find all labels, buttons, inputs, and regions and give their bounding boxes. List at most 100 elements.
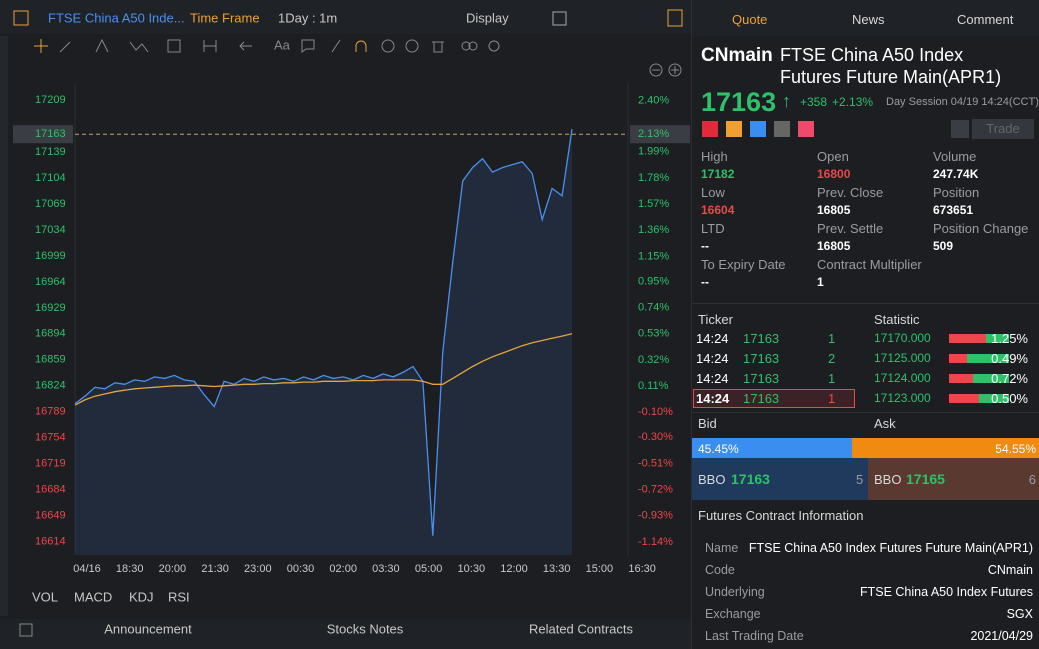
info-label: Underlying [705, 585, 765, 599]
stat-label: Open [817, 149, 849, 164]
divider [692, 412, 1039, 413]
ticker-price: 17163 [743, 391, 780, 406]
y2-tick-label: 0.53% [638, 328, 669, 340]
info-value: FTSE China A50 Index Futures [859, 585, 1033, 599]
stat-price: 17170.000 [874, 331, 931, 345]
price: 17163 [701, 87, 777, 117]
info-value: FTSE China A50 Index Futures Future Main… [748, 541, 1033, 555]
name: Futures Future Main(APR1) [780, 67, 1002, 87]
stat-bar-green [967, 354, 1009, 363]
y2-tick-label: 1.36% [638, 224, 669, 236]
y2-tick-label: 1.57% [638, 198, 669, 210]
stat-value: 16805 [817, 239, 851, 253]
tab-bar [692, 0, 1039, 36]
stat-pct: 0.50% [991, 391, 1028, 406]
stat-bar-red [949, 374, 973, 383]
ticker-price: 17163 [743, 351, 780, 366]
stat-value: 16805 [817, 203, 851, 217]
indicator-tab[interactable]: KDJ [129, 589, 154, 604]
y-tick-label: 17139 [35, 146, 66, 158]
quote-panel: Quote News Comment CNmain FTSE China A50… [691, 0, 1039, 649]
text-tool[interactable]: Aa [274, 37, 291, 52]
y-tick-label: 16789 [35, 406, 66, 418]
x-tick-label: 00:30 [287, 563, 315, 575]
ticker-volume: 1 [828, 331, 836, 346]
change: +358 [800, 95, 828, 109]
stat-label: Contract Multiplier [817, 257, 922, 272]
y-tick-label: 16684 [35, 484, 66, 496]
up-arrow: ↑ [782, 91, 791, 111]
y2-tick-label: 0.95% [638, 275, 669, 287]
x-tick-label: 21:30 [201, 563, 229, 575]
stat-value: 17182 [701, 167, 735, 181]
x-tick-label: 10:30 [458, 563, 486, 575]
y-tick-label: 16964 [35, 276, 66, 288]
toggle[interactable] [552, 11, 567, 26]
stat-value: 673651 [933, 203, 974, 217]
last-price-box [13, 125, 73, 144]
interval[interactable]: 1Day : 1m [278, 10, 337, 25]
collapse[interactable] [667, 9, 683, 27]
stat-bar-green [973, 374, 1009, 383]
stat-bar-red [949, 334, 987, 343]
display[interactable]: Display [466, 10, 509, 25]
trade-button[interactable]: Trade [972, 119, 1034, 139]
bid-bar [692, 438, 852, 458]
ticker-highlight [693, 389, 855, 408]
stat-label: High [701, 149, 728, 164]
y2-tick-label: 0.32% [638, 354, 669, 366]
bottom-tab[interactable]: Related Contracts [529, 621, 634, 636]
indicator-tab[interactable]: VOL [32, 589, 58, 604]
icon [726, 121, 742, 137]
divider [692, 303, 1039, 304]
stat-pct: 0.72% [991, 371, 1028, 386]
zoom-controls [649, 63, 682, 77]
stat-value: 247.74K [933, 167, 979, 181]
y-tick-label: 17069 [35, 198, 66, 210]
x-tick-label: 13:30 [543, 563, 571, 575]
bottom-bar [0, 619, 691, 649]
last-change-label: 2.13% [638, 128, 669, 140]
y2-tick-label: 0.11% [638, 380, 669, 392]
y2-tick-label: -0.93% [638, 510, 673, 522]
name: FTSE China A50 Index [780, 45, 964, 65]
bottom-icon[interactable] [19, 623, 33, 637]
indicator-tab[interactable]: MACD [74, 589, 112, 604]
bottom-tab[interactable]: Announcement [104, 621, 192, 636]
indicator-tab[interactable]: RSI [168, 589, 190, 604]
session: Day Session 04/19 14:24(CCT) [886, 96, 1039, 108]
x-tick-label: 18:30 [116, 563, 144, 575]
stat-label: To Expiry Date [701, 257, 786, 272]
tab[interactable]: News [852, 12, 885, 27]
tab[interactable]: Comment [957, 12, 1014, 27]
bbo: BBO [698, 472, 726, 487]
stat-label: Position Change [933, 221, 1029, 236]
tab[interactable]: Quote [732, 12, 768, 27]
symbol[interactable]: FTSE China A50 Inde... [48, 10, 185, 25]
x-tick-label: 15:00 [586, 563, 614, 575]
panel-icon[interactable] [13, 10, 29, 26]
y2-tick-label: -0.51% [638, 457, 673, 469]
y2-tick-label: -1.14% [638, 536, 673, 548]
y-tick-label: 16894 [35, 328, 66, 340]
y-tick-label: 17209 [35, 94, 66, 106]
y2-tick-label: -0.30% [638, 431, 673, 443]
stat-label: Volume [933, 149, 977, 164]
info-title: Futures Contract Information [698, 508, 864, 523]
y-tick-label: 16754 [35, 432, 66, 444]
price-area [75, 129, 572, 555]
stat-label: Prev. Settle [817, 221, 884, 236]
stat-label: Prev. Close [817, 185, 884, 200]
info-value: CNmain [987, 563, 1033, 577]
bell[interactable] [951, 120, 969, 138]
bottom-tab[interactable]: Stocks Notes [327, 621, 404, 636]
stat-price: 17123.000 [874, 391, 931, 405]
last-price-label: 17163 [35, 128, 66, 140]
x-tick-label: 23:00 [244, 563, 272, 575]
time-frame[interactable]: Time Frame [190, 10, 260, 25]
icon [798, 121, 814, 137]
y-tick-label: 16929 [35, 302, 66, 314]
ticker-volume: 1 [828, 391, 836, 406]
stat-bar-green [979, 394, 1009, 403]
